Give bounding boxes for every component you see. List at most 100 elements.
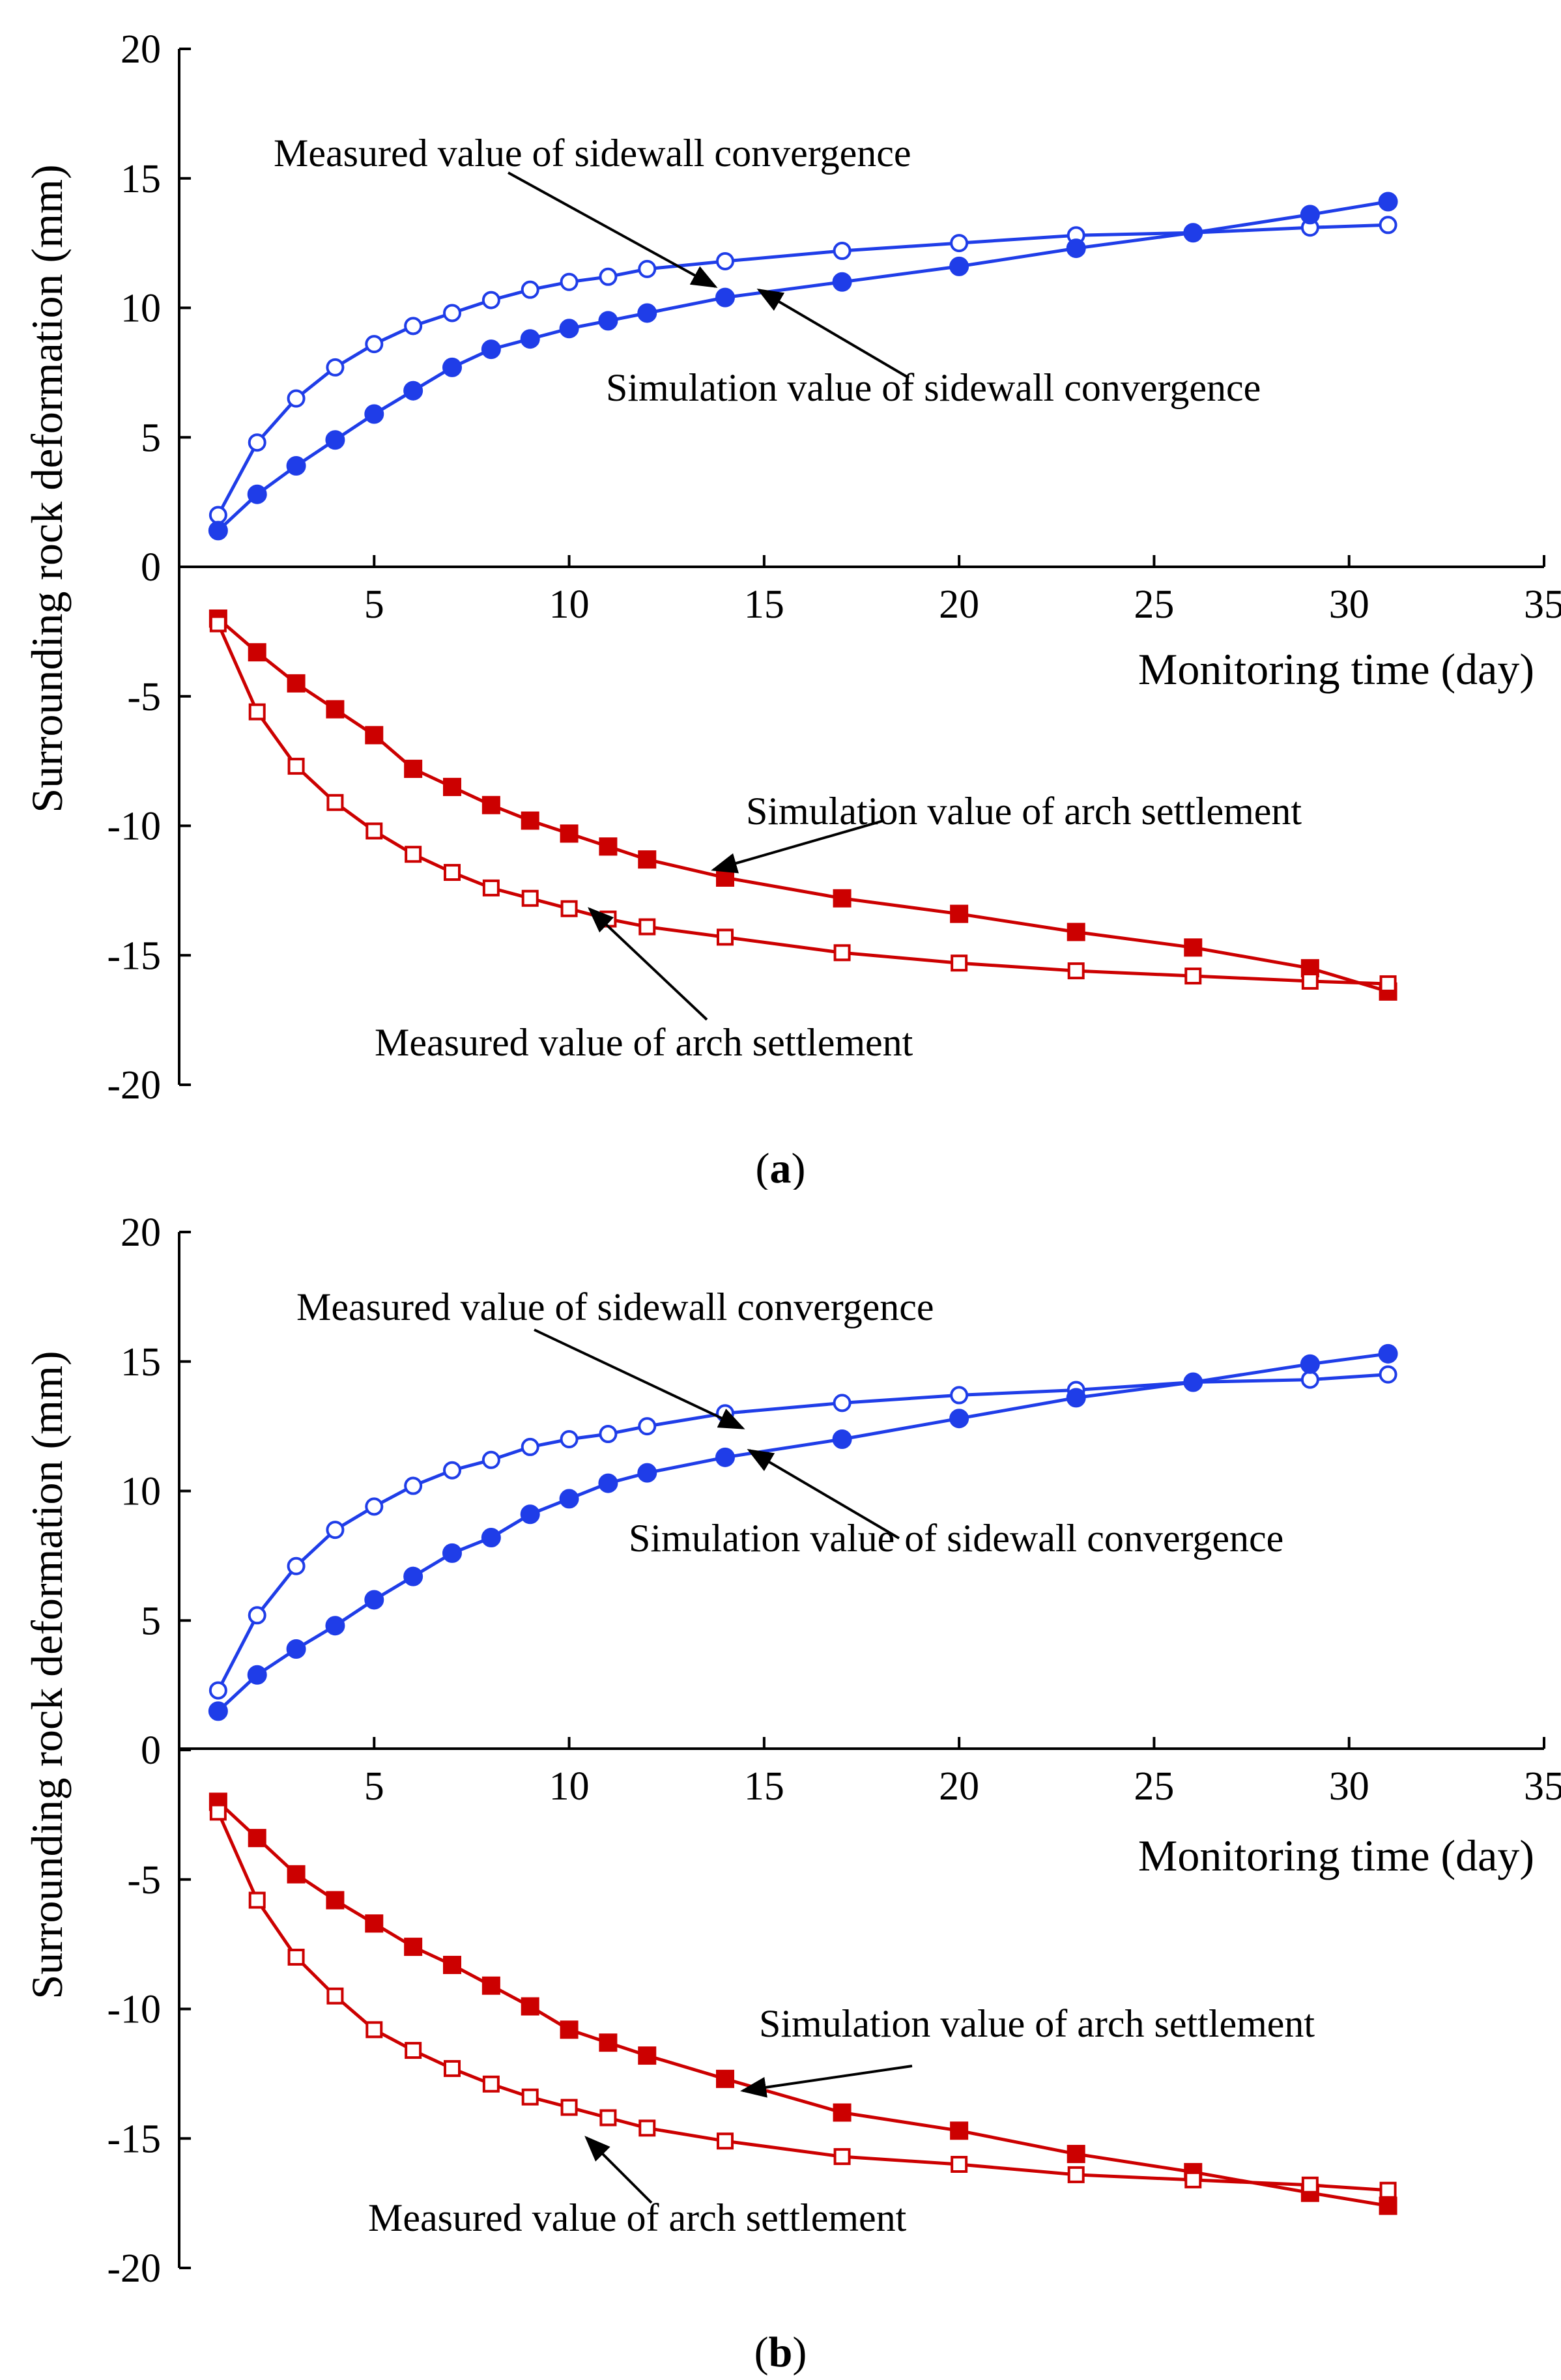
data-point <box>638 918 656 936</box>
data-point <box>559 1489 579 1509</box>
y-tick-label: -5 <box>127 1858 161 1902</box>
data-point <box>404 1476 423 1495</box>
data-point <box>637 1463 657 1483</box>
data-point <box>1066 1388 1086 1408</box>
data-point <box>286 1639 306 1659</box>
data-point <box>481 291 500 309</box>
data-point <box>1066 238 1086 259</box>
y-tick-label: -10 <box>107 1988 161 2032</box>
data-point <box>482 879 500 896</box>
data-point <box>481 1528 501 1548</box>
annotation-arrows <box>534 1328 913 2204</box>
data-point <box>833 944 851 962</box>
data-point <box>560 272 579 291</box>
x-tick-label: 10 <box>549 1764 590 1809</box>
series-arch-measured <box>209 615 1397 992</box>
arrow-arch-simulated <box>711 820 883 874</box>
arrow-sidewall-measured <box>534 1328 745 1429</box>
data-point <box>1184 968 1202 985</box>
data-point <box>405 846 422 863</box>
data-point <box>716 2069 734 2088</box>
data-point <box>404 760 423 779</box>
data-point <box>521 1437 539 1456</box>
data-point <box>1183 1372 1203 1392</box>
data-point <box>560 2099 578 2116</box>
axes: 20 15 10 5 0 -5 -10 -15 -20 5 10 15 20 25 30 35 <box>107 27 1561 1108</box>
data-point <box>326 1891 345 1910</box>
annotation-sidewall-simulated: Simulation value of sidewall convergence <box>629 1517 1283 1560</box>
data-point <box>950 904 969 923</box>
series-arch-measured <box>209 1803 1397 2199</box>
data-point <box>248 1829 266 1848</box>
data-point <box>599 2033 618 2052</box>
data-point <box>443 1955 461 1974</box>
data-point <box>365 1914 384 1933</box>
y-tick-label: -15 <box>107 2117 161 2161</box>
x-tick-label: 25 <box>1134 1764 1174 1809</box>
x-tick-label: 20 <box>939 1764 979 1809</box>
y-tick-label: 5 <box>141 1599 161 1643</box>
data-point <box>404 317 423 336</box>
panel-a-chart: Surrounding rock deformation (mm) Monito… <box>22 27 1561 1190</box>
data-point <box>247 484 267 504</box>
data-point <box>481 1976 500 1995</box>
data-point <box>521 889 539 907</box>
data-point <box>951 954 968 972</box>
data-point <box>599 910 617 928</box>
data-point <box>481 339 501 360</box>
series-sidewall-simulated <box>208 1343 1398 1721</box>
data-point <box>559 319 579 339</box>
data-point <box>287 389 306 408</box>
data-point <box>325 430 345 450</box>
y-tick-label: 20 <box>121 27 161 72</box>
annotation-arch-simulated: Simulation value of arch settlement <box>759 2002 1315 2045</box>
data-point <box>833 2148 851 2166</box>
data-point <box>325 1616 345 1636</box>
data-point <box>1379 1365 1397 1384</box>
data-point <box>638 2046 657 2065</box>
data-point <box>598 311 618 331</box>
data-point <box>365 335 384 354</box>
y-tick-label: -15 <box>107 934 161 978</box>
data-point <box>442 1543 462 1563</box>
annotation-arrows <box>508 171 910 1021</box>
data-point <box>638 2119 656 2137</box>
x-tick-label: 30 <box>1329 582 1369 627</box>
data-point <box>598 1473 618 1493</box>
data-point <box>443 777 461 796</box>
arrow-arch-measured <box>588 907 708 1021</box>
y-tick-label: -10 <box>107 805 161 849</box>
x-tick-label: 30 <box>1329 1764 1369 1809</box>
data-point <box>287 674 306 693</box>
data-point <box>1067 2166 1085 2183</box>
data-point <box>481 796 500 814</box>
data-point <box>560 1430 579 1448</box>
annotation-sidewall-measured: Measured value of sidewall convergence <box>296 1285 934 1328</box>
data-point <box>1067 2145 1085 2164</box>
data-point <box>1067 962 1085 980</box>
data-point <box>1379 2196 1397 2215</box>
y-tick-label: -20 <box>107 2246 161 2291</box>
data-point <box>717 928 734 946</box>
data-point <box>326 358 345 377</box>
data-point <box>1184 938 1203 957</box>
y-axis-label: Surrounding rock deformation (mm) <box>22 164 72 812</box>
data-point <box>715 1447 735 1467</box>
data-point <box>832 272 852 292</box>
data-point <box>482 2075 500 2093</box>
data-point <box>209 615 227 633</box>
x-tick-label: 10 <box>549 582 590 627</box>
data-point <box>599 267 618 286</box>
annotation-arch-measured: Measured value of arch settlement <box>375 1021 913 1064</box>
y-tick-label: -20 <box>107 1063 161 1108</box>
data-point <box>1183 223 1203 243</box>
data-point <box>248 433 266 452</box>
axes: 20 15 10 5 0 -5 -10 -15 -20 5 10 15 20 25 30 35 <box>107 1211 1561 2291</box>
data-point <box>1301 2176 1319 2194</box>
data-point <box>560 824 579 843</box>
annotation-arch-simulated: Simulation value of arch settlement <box>746 790 1302 833</box>
data-point <box>248 703 266 721</box>
annotation-sidewall-simulated: Simulation value of sidewall convergence <box>606 366 1261 409</box>
x-tick-label: 20 <box>939 582 979 627</box>
data-point <box>286 455 306 476</box>
